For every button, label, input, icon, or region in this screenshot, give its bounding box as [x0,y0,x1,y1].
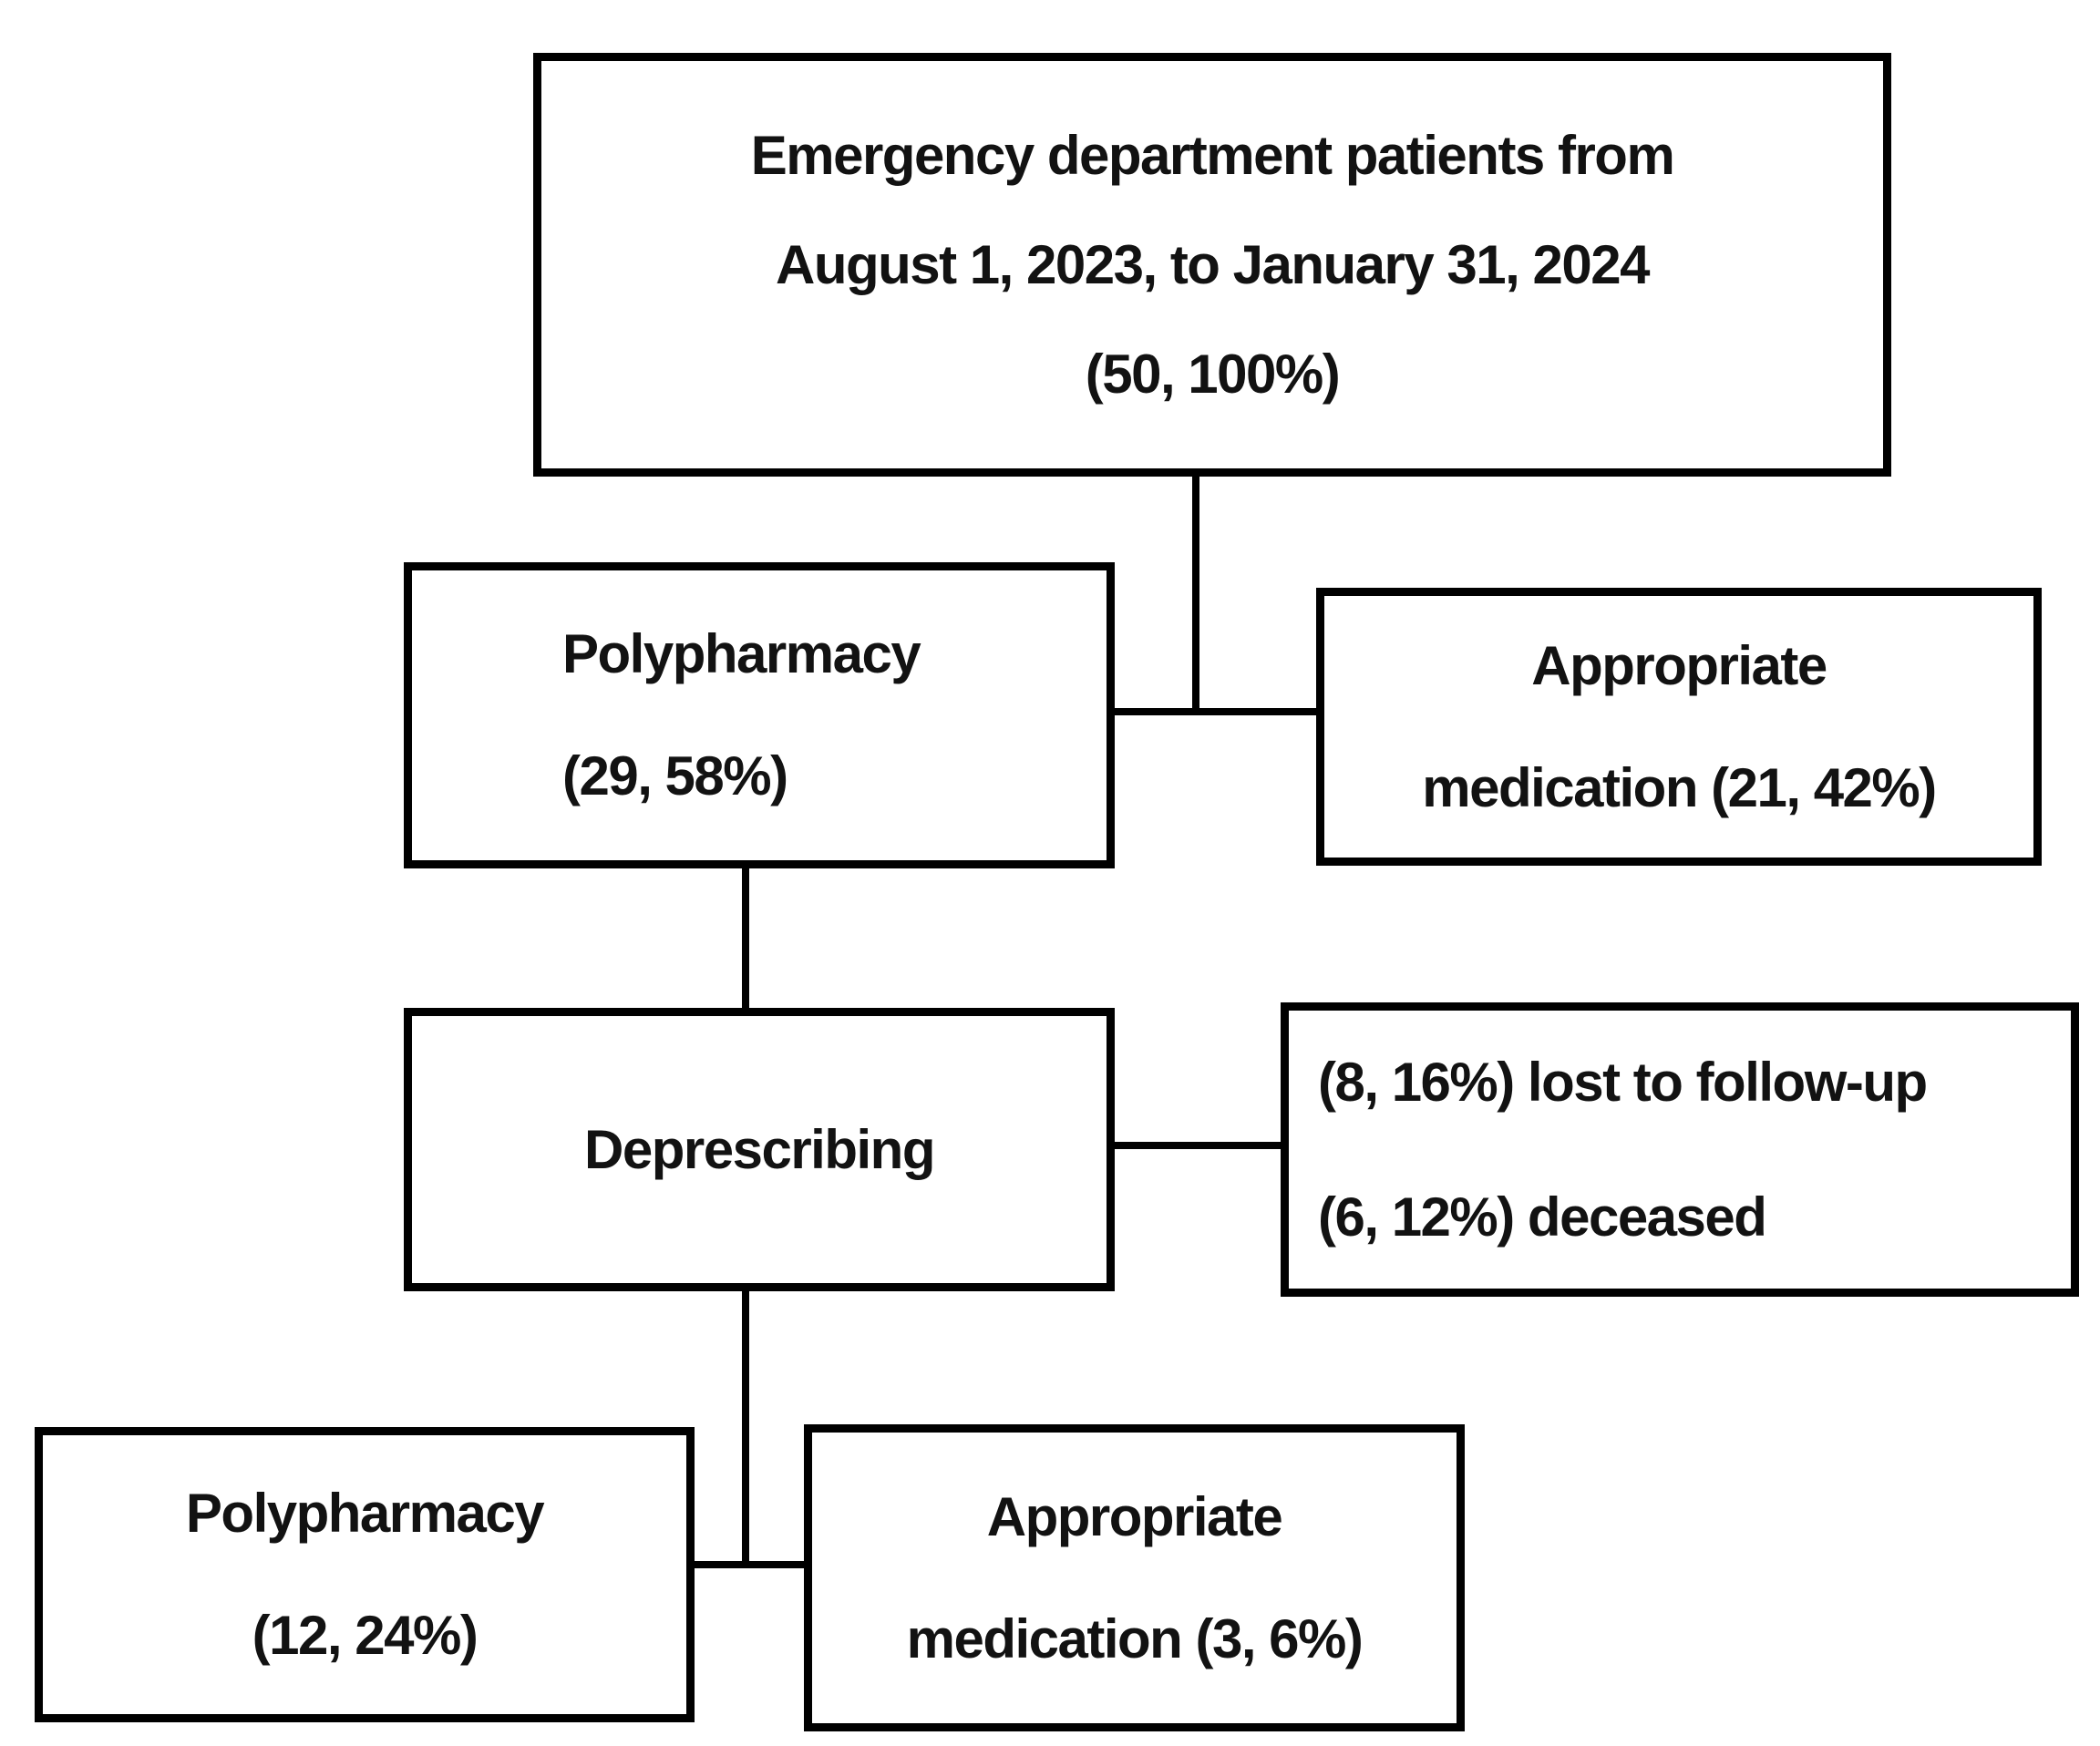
node-text-line: Polypharmacy [562,623,921,684]
node-appropriate-medication: Appropriate medication (21, 42%) [1316,588,2042,866]
connector-top-to-row2 [1192,477,1199,714]
node-count-label: (12, 24%) [252,1605,479,1666]
node-text-line: August 1, 2023, to January 31, 2024 [776,233,1650,295]
connector-polypharmacy-to-deprescribing [742,868,749,1008]
node-count-label: (50, 100%) [1085,343,1341,405]
connector-row4-horizontal [695,1561,804,1568]
node-emergency-department-patients: Emergency department patients from Augus… [533,53,1891,477]
node-deceased-label: (6, 12%) deceased [1318,1186,1767,1248]
node-lost-to-follow-up-label: (8, 16%) lost to follow-up [1318,1051,1928,1113]
node-text-line: Polypharmacy [185,1483,545,1544]
connector-deprescribing-to-attrition [1115,1142,1281,1149]
node-count-label: medication (3, 6%) [906,1607,1364,1669]
connector-deprescribing-to-row4 [742,1291,749,1568]
node-text-line: Deprescribing [584,1118,935,1180]
node-text-line: Emergency department patients from [750,124,1675,186]
node-text-line: Appropriate [986,1485,1283,1547]
node-appropriate-medication-followup: Appropriate medication (3, 6%) [804,1424,1465,1731]
node-polypharmacy-followup: Polypharmacy (12, 24%) [35,1427,695,1722]
node-attrition: (8, 16%) lost to follow-up (6, 12%) dece… [1281,1002,2079,1297]
node-text-line: Appropriate [1531,634,1827,696]
node-count-label: medication (21, 42%) [1422,756,1937,818]
node-polypharmacy: Polypharmacy (29, 58%) [404,562,1115,868]
connector-row2-horizontal [1115,708,1316,715]
node-count-label: (29, 58%) [562,745,788,806]
node-deprescribing: Deprescribing [404,1008,1115,1291]
